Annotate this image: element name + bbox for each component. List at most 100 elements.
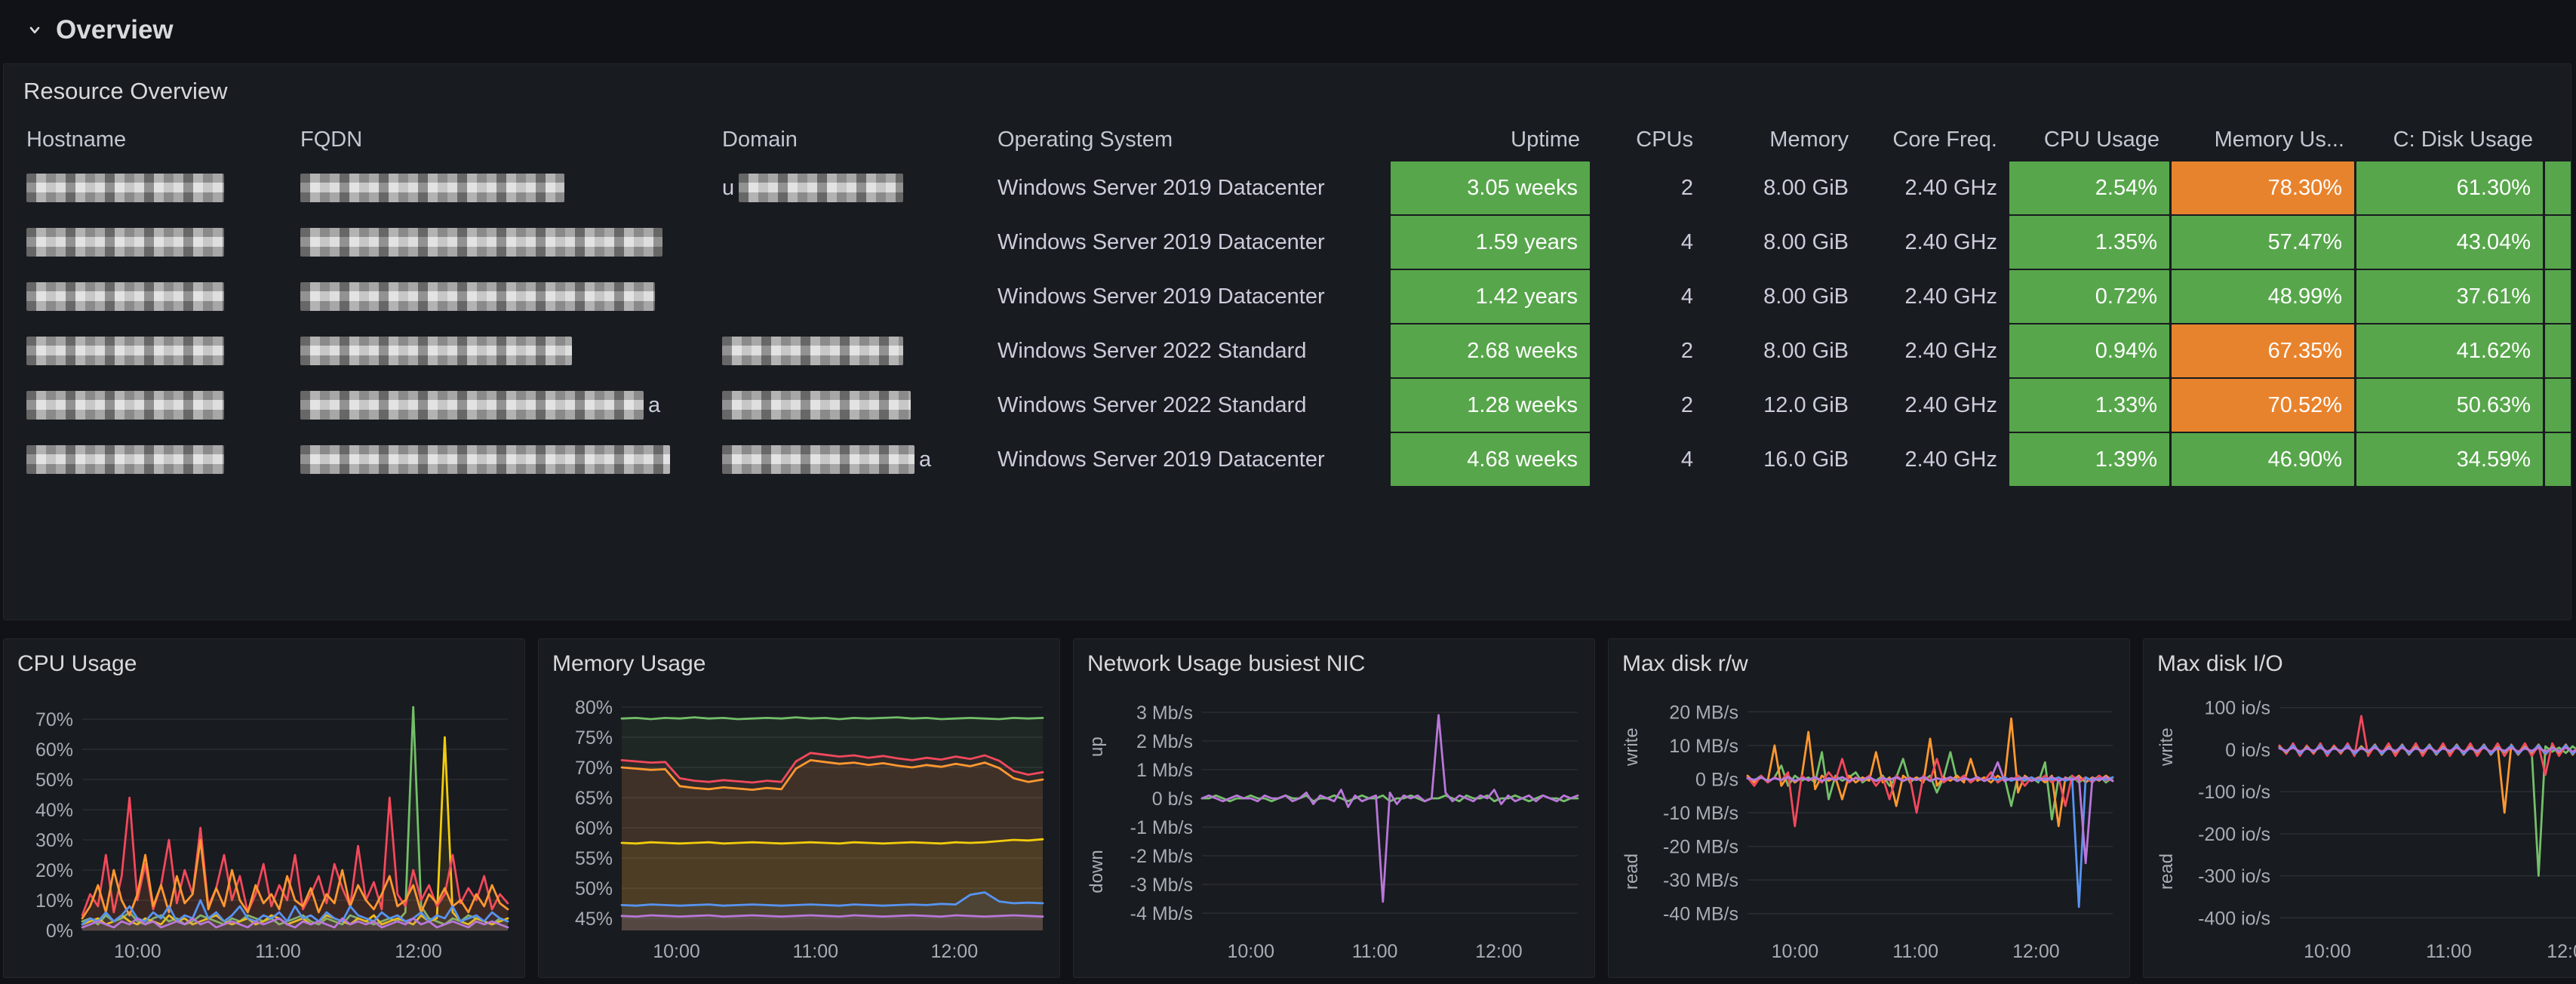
svg-text:12:00: 12:00: [395, 941, 442, 962]
redacted-text: [26, 445, 224, 474]
svg-text:0 io/s: 0 io/s: [2225, 740, 2270, 761]
cell-domain: a: [710, 432, 985, 487]
resource-table-wrap: Hostname FQDN Domain Operating System Uptime…: [4, 118, 2571, 601]
svg-text:3 Mb/s: 3 Mb/s: [1136, 703, 1193, 724]
svg-text:10:00: 10:00: [653, 941, 700, 962]
column-header-most_used[interactable]: Most Used %...: [2545, 118, 2571, 161]
svg-text:65%: 65%: [575, 788, 613, 809]
svg-text:-4 Mb/s: -4 Mb/s: [1130, 903, 1193, 924]
cell-uptime: 1.28 weeks: [1391, 378, 1592, 432]
panel-max-disk-io: Max disk I/O 100 io/s 0 io/s -100 io/s -200…: [2143, 638, 2576, 978]
cell-cpu_usage: 1.35%: [2009, 215, 2172, 269]
panel-title-network-usage[interactable]: Network Usage busiest NIC: [1087, 651, 1366, 676]
redacted-text: [300, 282, 655, 311]
svg-text:50%: 50%: [575, 878, 613, 899]
column-header-uptime[interactable]: Uptime: [1511, 127, 1580, 152]
svg-text:11:00: 11:00: [2426, 941, 2472, 962]
threshold-value: 1.33%: [2009, 379, 2169, 432]
panel-resource-overview: Resource Overview Hostname FQDN Domain Oper…: [3, 63, 2571, 620]
cell-uptime: 4.68 weeks: [1391, 432, 1592, 487]
svg-text:70%: 70%: [35, 709, 73, 730]
table-row: u Windows Server 2019 Datacenter 3.05 week…: [14, 161, 2571, 215]
cell-hostname: [14, 215, 288, 269]
cell-memory: 8.00 GiB: [1763, 229, 1849, 254]
svg-text:-2 Mb/s: -2 Mb/s: [1130, 846, 1193, 867]
cell-os: Windows Server 2022 Standard: [998, 338, 1307, 363]
svg-text:10:00: 10:00: [114, 941, 161, 962]
cell-uptime: 2.68 weeks: [1391, 324, 1592, 378]
svg-text:12:00: 12:00: [2012, 941, 2060, 962]
svg-text:100 io/s: 100 io/s: [2204, 698, 2270, 719]
column-header-cpu_usage[interactable]: CPU Usage: [2043, 127, 2159, 152]
svg-text:60%: 60%: [575, 818, 613, 839]
redacted-text: [300, 174, 564, 202]
svg-text:11:00: 11:00: [1352, 941, 1398, 962]
cell-cpus: 2: [1680, 392, 1693, 417]
column-header-hostname[interactable]: Hostname: [26, 127, 127, 152]
threshold-value: 4.68 weeks: [1391, 433, 1590, 486]
cell-domain: [710, 324, 985, 378]
svg-text:read: read: [2156, 853, 2177, 890]
network-usage-chart[interactable]: 3 Mb/s 2 Mb/s 1 Mb/s 0 b/s -1 Mb/s -2 Mb/s -3 …: [1083, 684, 1588, 965]
svg-text:-40 MB/s: -40 MB/s: [1663, 904, 1738, 925]
column-header-mem_usage[interactable]: Memory Us...: [2214, 127, 2344, 152]
panel-title-memory-usage[interactable]: Memory Usage: [552, 651, 706, 676]
cell-cpus: 2: [1680, 175, 1693, 200]
threshold-value: 50.63%: [2356, 379, 2543, 432]
threshold-value: 78.30%: [2172, 161, 2354, 214]
threshold-value: 50.63%: [2545, 379, 2571, 432]
panel-network-usage: Network Usage busiest NIC 3 Mb/s 2 Mb/s 1 …: [1073, 638, 1595, 978]
svg-text:11:00: 11:00: [1892, 941, 1938, 962]
cell-freq: 2.40 GHz: [1904, 229, 1998, 254]
svg-text:-400 io/s: -400 io/s: [2198, 908, 2270, 929]
svg-text:1 Mb/s: 1 Mb/s: [1136, 760, 1193, 781]
column-header-os[interactable]: Operating System: [998, 127, 1173, 152]
redacted-text: [26, 337, 224, 365]
max-disk-io-chart[interactable]: 100 io/s 0 io/s -100 io/s -200 io/s -300 io/…: [2153, 684, 2576, 965]
cell-freq: 2.40 GHz: [1904, 338, 1998, 363]
redacted-text: [739, 174, 904, 202]
cpu-usage-chart[interactable]: 0% 10% 20% 30% 40% 50% 60% 70% 10:00 11:00 12:00: [13, 684, 518, 965]
cell-fqdn: [288, 215, 710, 269]
charts-row: CPU Usage 0% 10% 20% 30% 40% 50% 60% 70% 10:00 11…: [3, 638, 2576, 978]
cell-os: Windows Server 2022 Standard: [998, 392, 1307, 417]
panel-title-max-disk-io[interactable]: Max disk I/O: [2157, 651, 2283, 676]
panel-title-max-disk-rw[interactable]: Max disk r/w: [1622, 651, 1748, 676]
cell-os: Windows Server 2019 Datacenter: [998, 175, 1325, 200]
cell-domain: [710, 215, 985, 269]
cell-cpu_usage: 0.94%: [2009, 324, 2172, 378]
cell-mem_usage: 46.90%: [2172, 432, 2356, 487]
svg-text:55%: 55%: [575, 848, 613, 869]
max-disk-rw-chart[interactable]: 20 MB/s 10 MB/s 0 B/s -10 MB/s -20 MB/s -30 M…: [1618, 684, 2123, 965]
column-header-memory[interactable]: Memory: [1769, 127, 1849, 152]
threshold-value: 1.35%: [2009, 216, 2169, 269]
cell-memory: 12.0 GiB: [1763, 392, 1849, 417]
svg-text:20 MB/s: 20 MB/s: [1669, 702, 1738, 723]
section-row-overview[interactable]: Overview: [0, 0, 2576, 60]
memory-usage-chart[interactable]: 45% 50% 55% 60% 65% 70% 75% 80% 10:00 11:00 12:00: [548, 684, 1053, 965]
cell-fqdn: [288, 161, 710, 215]
chevron-down-icon: [29, 26, 40, 34]
column-header-freq[interactable]: Core Freq.: [1892, 127, 1997, 152]
threshold-value: 41.62%: [2356, 324, 2543, 377]
svg-text:2 Mb/s: 2 Mb/s: [1136, 731, 1193, 752]
panel-title-cpu-usage[interactable]: CPU Usage: [17, 651, 137, 676]
cell-hostname: [14, 269, 288, 324]
cell-os: Windows Server 2019 Datacenter: [998, 284, 1325, 309]
cell-mem_usage: 70.52%: [2172, 378, 2356, 432]
cell-disk_usage: 50.63%: [2356, 378, 2545, 432]
column-header-fqdn[interactable]: FQDN: [300, 127, 363, 152]
cell-domain: u: [710, 161, 985, 215]
cell-mem_usage: 67.35%: [2172, 324, 2356, 378]
cell-hostname: [14, 324, 288, 378]
svg-text:10%: 10%: [35, 890, 73, 912]
threshold-value: 37.61%: [2545, 270, 2571, 323]
column-header-cpus[interactable]: CPUs: [1636, 127, 1693, 152]
column-header-disk_usage[interactable]: C: Disk Usage: [2393, 127, 2533, 152]
section-title: Overview: [56, 15, 174, 45]
threshold-value: 1.28 weeks: [1391, 379, 1590, 432]
cell-cpus: 4: [1680, 447, 1693, 472]
panel-title-resource-overview[interactable]: Resource Overview: [23, 78, 228, 104]
cell-hostname: [14, 161, 288, 215]
column-header-domain[interactable]: Domain: [722, 127, 798, 152]
